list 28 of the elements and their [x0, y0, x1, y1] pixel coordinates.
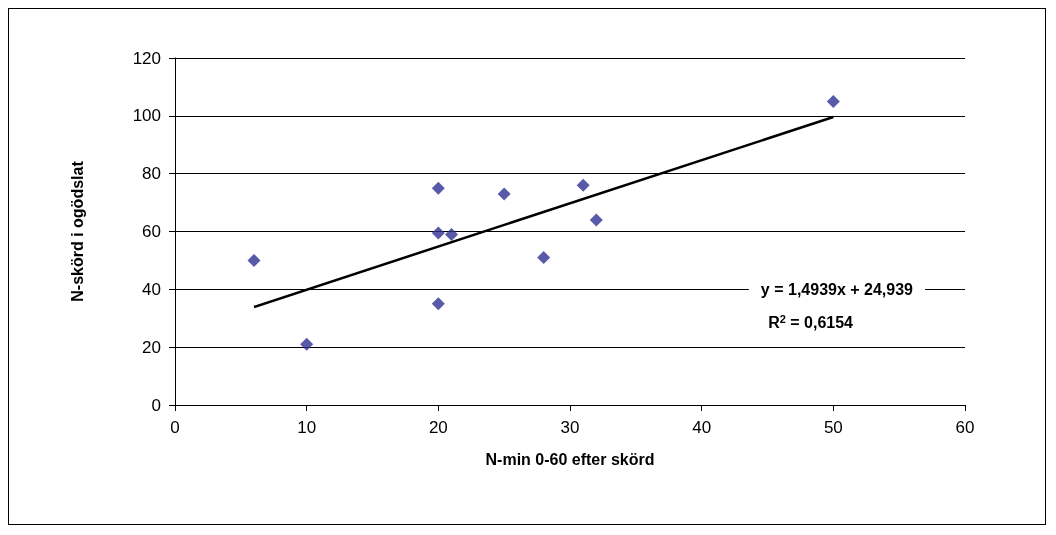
y-tick-label: 80 — [142, 164, 161, 184]
y-tick-label: 120 — [132, 48, 161, 68]
x-axis-title: N-min 0-60 efter skörd — [485, 450, 655, 468]
point — [576, 178, 590, 192]
x-tick-label: 40 — [692, 418, 712, 437]
point — [537, 251, 551, 265]
x-tick-label: 50 — [823, 418, 843, 437]
x-tick-label: 20 — [428, 418, 448, 437]
point — [826, 94, 840, 108]
x-tick-label: 0 — [170, 418, 180, 437]
point — [445, 227, 458, 241]
point — [589, 213, 603, 227]
point — [247, 253, 261, 267]
y-tick-label: 100 — [132, 106, 161, 126]
point — [431, 181, 445, 195]
point — [497, 187, 511, 201]
x-tick-label: 10 — [297, 418, 317, 437]
x-tick-label: 60 — [955, 418, 975, 437]
point — [431, 226, 445, 240]
y-tick-label: 0 — [151, 395, 161, 415]
x-tick-label: 30 — [560, 418, 580, 437]
annotation: y = 1,4939x + 24,939 — [760, 280, 914, 298]
point — [300, 337, 314, 351]
point — [431, 297, 445, 311]
y-axis-title: N-skörd i ogödslat — [68, 160, 86, 302]
y-tick-label: 60 — [142, 222, 161, 241]
y-tick-label: 20 — [142, 337, 161, 357]
y-tick-label: 40 — [142, 279, 161, 299]
